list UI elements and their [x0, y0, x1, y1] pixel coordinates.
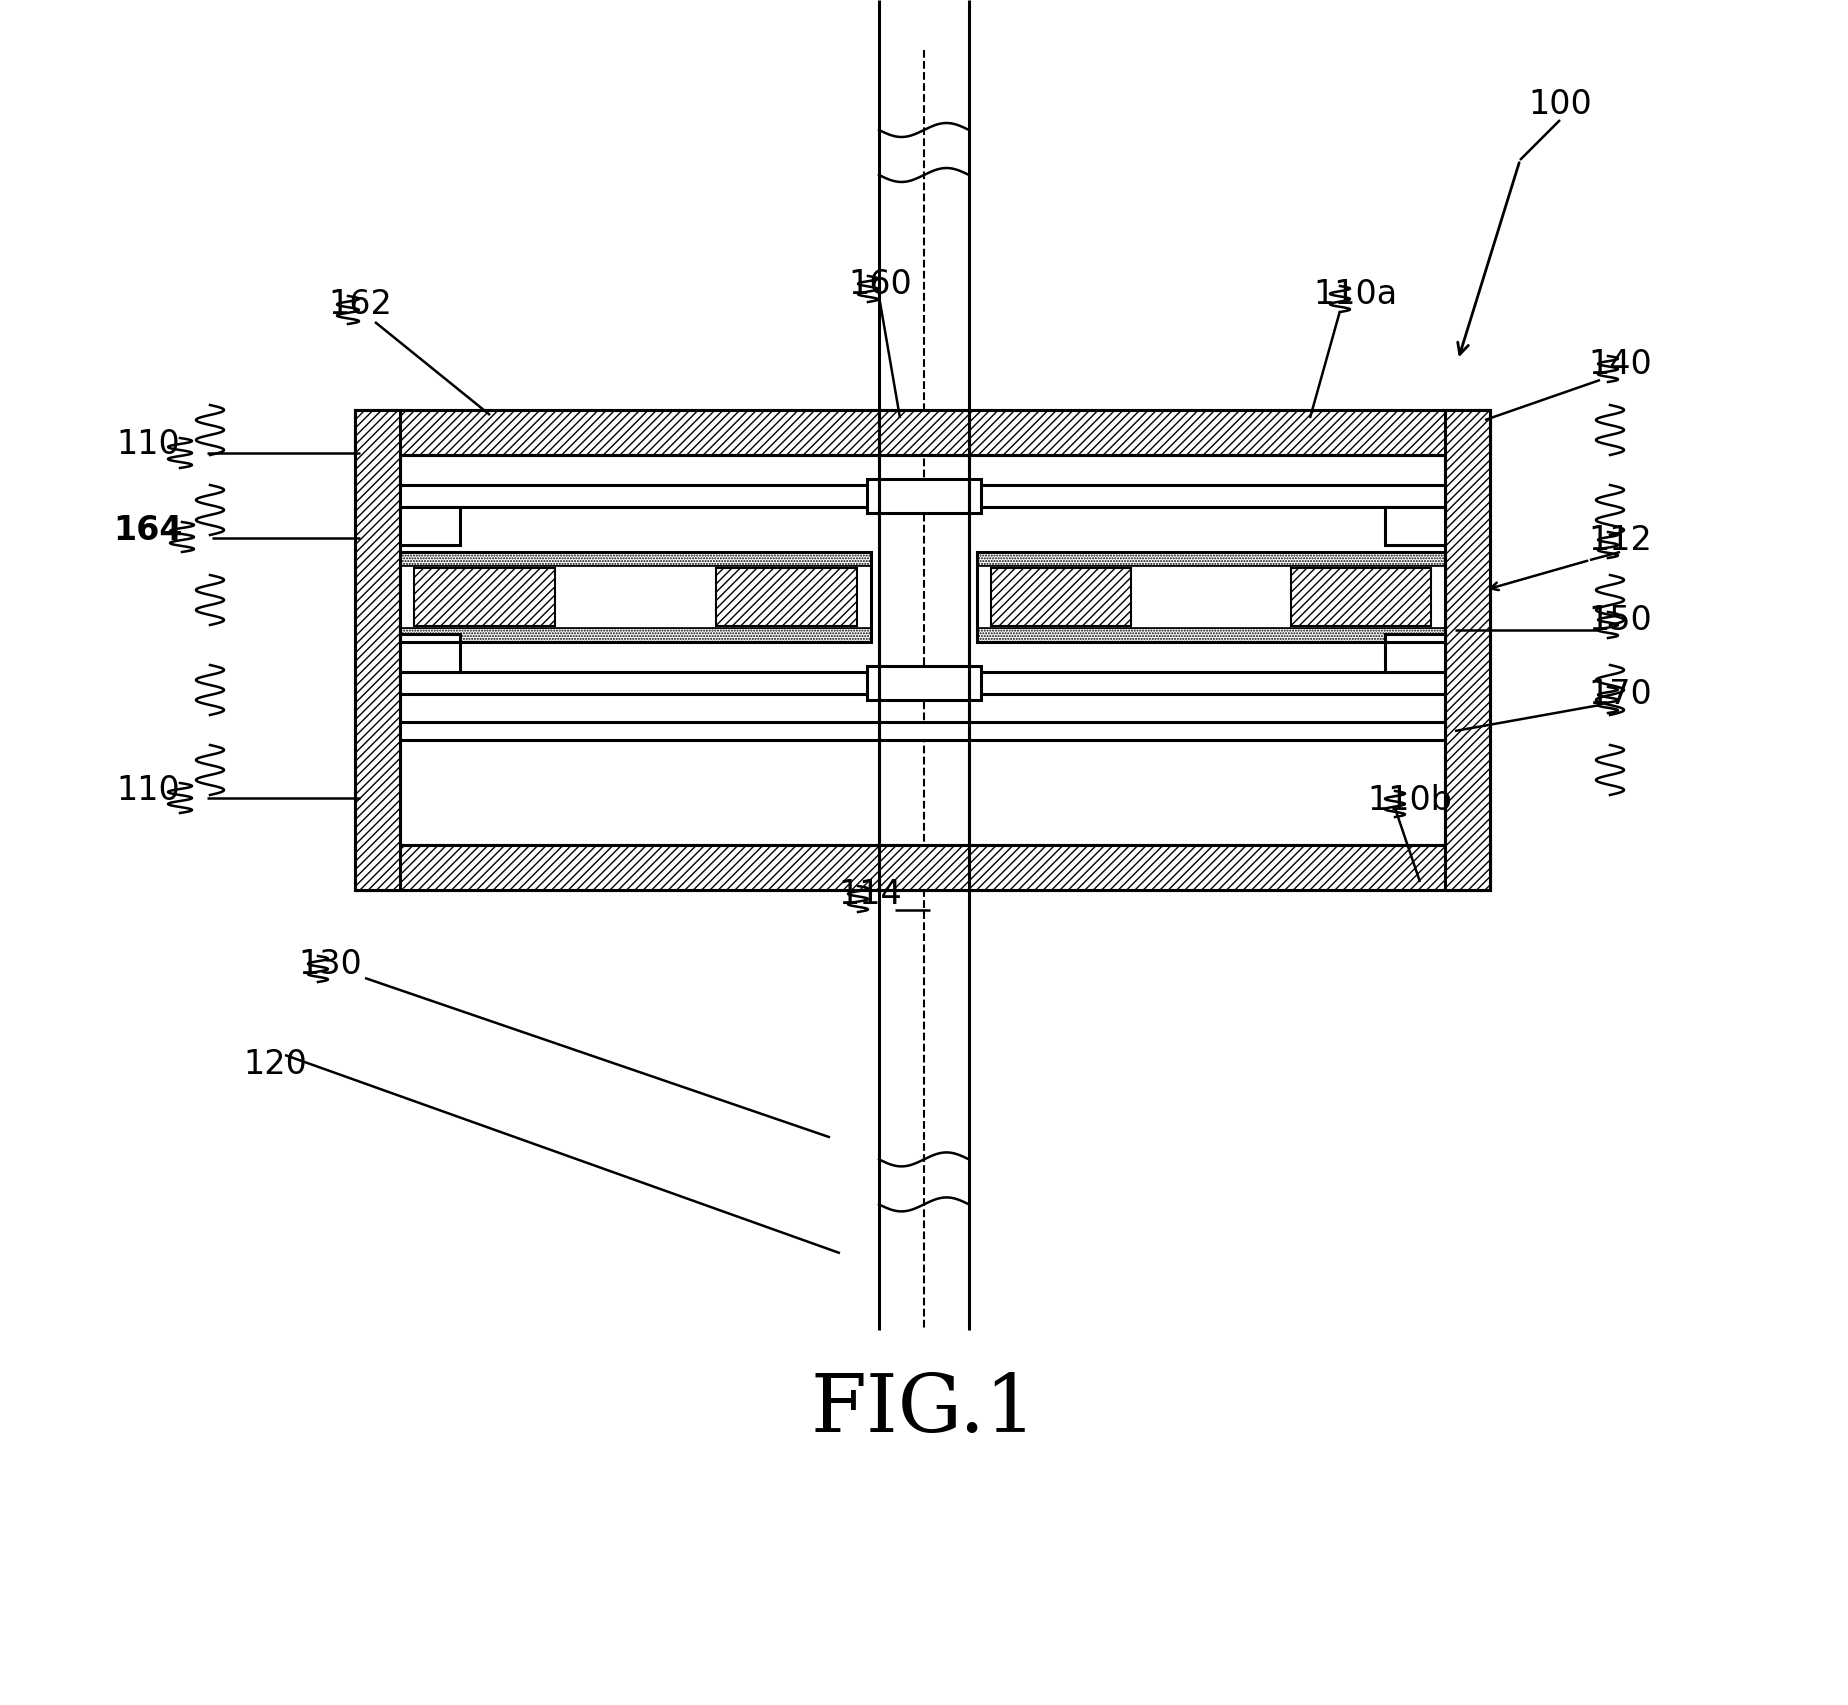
Text: 170: 170 [1587, 679, 1652, 711]
Bar [978, 552, 1445, 643]
Bar [399, 484, 1445, 506]
Text: 130: 130 [298, 948, 362, 982]
Bar [1292, 568, 1430, 626]
Bar [355, 409, 1489, 455]
Bar [399, 721, 1445, 740]
Bar [978, 627, 1445, 643]
Text: 114: 114 [839, 878, 902, 912]
Bar [867, 667, 981, 701]
Text: 100: 100 [1528, 89, 1591, 121]
Text: 160: 160 [848, 268, 911, 302]
Bar [978, 552, 1445, 566]
Bar [991, 568, 1131, 626]
Text: 140: 140 [1587, 348, 1652, 382]
Text: 110: 110 [116, 774, 179, 806]
Bar [399, 552, 870, 643]
Bar [399, 506, 460, 546]
Text: FIG.1: FIG.1 [811, 1371, 1037, 1449]
Bar [1384, 506, 1445, 546]
Bar [355, 846, 1489, 890]
Text: 110b: 110b [1368, 784, 1453, 817]
Text: 162: 162 [329, 288, 392, 322]
Bar [978, 566, 1445, 627]
Bar [399, 672, 1445, 694]
Bar [399, 552, 870, 566]
Bar [355, 409, 399, 890]
Bar [399, 627, 870, 643]
Text: 110a: 110a [1312, 278, 1397, 312]
Text: 164: 164 [113, 513, 183, 547]
Text: 150: 150 [1587, 604, 1652, 636]
Text: 112: 112 [1587, 523, 1652, 556]
Bar [715, 568, 857, 626]
Bar [867, 479, 981, 513]
Bar [1445, 409, 1489, 890]
Bar [1384, 634, 1445, 672]
Bar [399, 634, 460, 672]
Text: 120: 120 [244, 1049, 307, 1081]
Text: 110: 110 [116, 428, 179, 462]
Bar [414, 568, 554, 626]
Bar [399, 566, 870, 627]
